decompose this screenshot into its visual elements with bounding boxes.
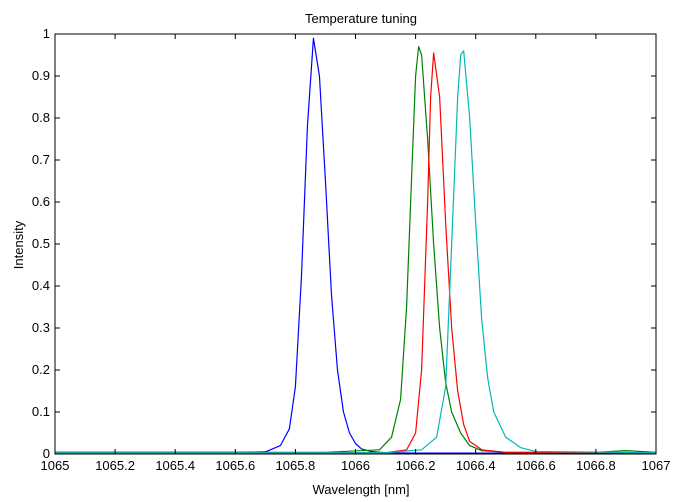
x-tick-label: 1065.6: [215, 458, 255, 473]
x-axis-label: Wavelength [nm]: [312, 482, 409, 497]
x-tick-label: 1066: [341, 458, 370, 473]
x-tick-label: 1066.6: [516, 458, 556, 473]
x-tick-label: 1066.4: [456, 458, 496, 473]
y-tick-label: 0.8: [32, 110, 50, 125]
x-tick-label: 1065.8: [276, 458, 316, 473]
y-tick-label: 0.1: [32, 404, 50, 419]
x-tick-label: 1066.2: [396, 458, 436, 473]
y-tick-label: 1: [43, 26, 50, 41]
series-line-4: [55, 50, 657, 454]
x-tick-label: 1065: [41, 458, 70, 473]
y-tick-label: 0.3: [32, 320, 50, 335]
x-tick-label: 1065.2: [95, 458, 135, 473]
x-tick-label: 1065.4: [155, 458, 195, 473]
y-tick-label: 0.7: [32, 152, 50, 167]
tick-layer: 1065 1065.2 1065.4 1065.6 1065.8 1066 1066.2 10…: [32, 26, 671, 473]
y-tick-label: 0.6: [32, 194, 50, 209]
x-tick-label: 1066.8: [576, 458, 616, 473]
series-line-3: [55, 52, 657, 454]
y-tick-label: 0.5: [32, 236, 50, 251]
y-tick-label: 0.4: [32, 278, 50, 293]
y-axis-label: Intensity: [11, 220, 26, 269]
x-tick-label: 1067: [642, 458, 671, 473]
y-tick-label: 0: [43, 446, 50, 461]
y-tick-label: 0.9: [32, 68, 50, 83]
series-layer: [55, 37, 657, 454]
y-tick-label: 0.2: [32, 362, 50, 377]
plot-title: Temperature tuning: [305, 11, 417, 26]
